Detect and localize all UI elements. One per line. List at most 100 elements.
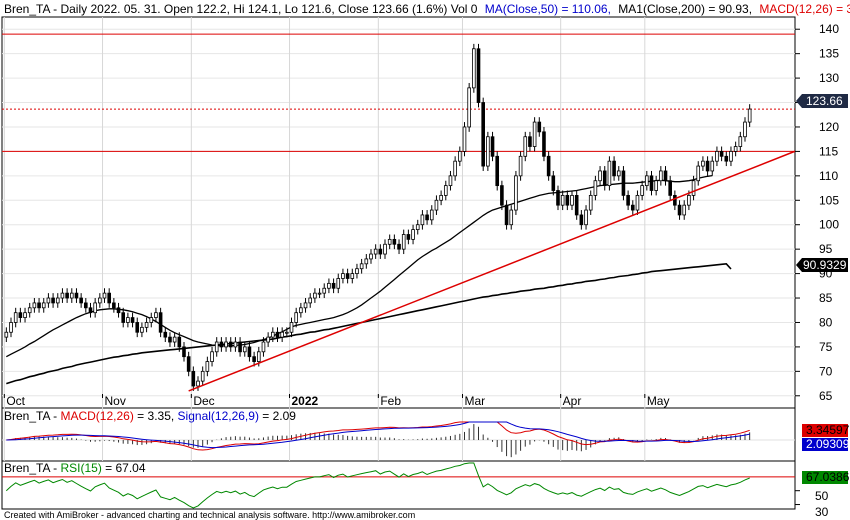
month-label-Apr: Apr	[563, 394, 582, 408]
candle-body-111	[523, 136, 528, 157]
candle-body-86	[406, 234, 411, 240]
price-tick-label-110: 110	[819, 169, 838, 183]
candle-body-79	[373, 248, 378, 255]
rsi-plot	[2, 462, 800, 509]
candle-body-44	[210, 351, 214, 362]
rsi-value: = 67.04	[105, 461, 146, 475]
candle-body-129	[607, 160, 612, 187]
candle-body-33	[158, 312, 163, 333]
header-ma200: MA1(Close,200) = 90.93,	[618, 2, 752, 16]
candle-body-108	[509, 209, 514, 226]
price-axis: 6570758085909510010511011512012513013514…	[795, 22, 839, 403]
candle-body-122	[574, 194, 579, 216]
macd-badge-text: 3.34597	[806, 423, 850, 437]
candle-body-35	[168, 336, 172, 343]
candle-body-144	[677, 204, 682, 216]
month-label-Oct: Oct	[6, 394, 25, 408]
candle-body-7	[37, 302, 41, 309]
candle-body-107	[504, 204, 509, 226]
candle-body-141	[663, 170, 668, 182]
candle-body-92	[434, 199, 439, 211]
candle-body-65	[308, 297, 313, 304]
candle-body-145	[682, 204, 687, 216]
candle-body-153	[719, 151, 724, 157]
candle-body-61	[289, 322, 294, 333]
rsi-line	[5, 462, 750, 509]
candle-body-76	[359, 263, 364, 270]
month-label-May: May	[647, 394, 670, 408]
price-tick-label-130: 130	[819, 71, 839, 85]
candle-body-139	[654, 180, 658, 191]
candle-body-104	[490, 136, 495, 157]
candle-body-39	[186, 356, 191, 372]
macd-title-prefix: Bren_TA -	[4, 409, 60, 423]
price-tick-label-105: 105	[819, 193, 839, 207]
candle-body-75	[355, 268, 359, 274]
candle-body-155	[729, 151, 733, 162]
candle-body-156	[733, 146, 738, 152]
candle-body-140	[659, 170, 663, 182]
candle-body-146	[687, 194, 691, 206]
candle-body-57	[271, 331, 275, 338]
candle-body-3	[18, 312, 23, 318]
rsi-badge-text: 67.0386	[806, 470, 850, 484]
candle-body-142	[668, 180, 672, 196]
candle-body-138	[649, 175, 654, 191]
header-macd: MACD(12,26) = 3.3	[759, 2, 850, 16]
candle-body-148	[696, 165, 701, 182]
candle-body-101	[476, 48, 481, 103]
candle-body-90	[425, 214, 429, 221]
candle-body-71	[336, 278, 341, 289]
candle-body-8	[41, 302, 46, 309]
candle-body-87	[411, 229, 415, 240]
trendline	[188, 150, 796, 392]
candle-body-46	[219, 341, 224, 348]
candle-body-127	[598, 170, 602, 182]
candle-body-42	[200, 370, 205, 382]
candle-body-67	[317, 292, 322, 295]
rsi-badge: 67.0386	[802, 470, 850, 484]
signal-badge: 2.09309	[802, 437, 850, 451]
month-gridlines	[3, 17, 646, 461]
rsi-tick-30: 30	[815, 505, 829, 519]
candle-body-20	[98, 297, 102, 304]
candle-body-2	[13, 312, 18, 323]
candle-body-151	[710, 160, 715, 172]
horizontal-levels	[2, 33, 795, 152]
candle-body-32	[154, 312, 158, 318]
candle-body-78	[369, 253, 373, 260]
candle-body-152	[715, 151, 719, 162]
candle-body-159	[747, 108, 752, 123]
candle-body-103	[486, 136, 490, 167]
price-tick-label-140: 140	[819, 22, 839, 36]
candle-body-59	[280, 331, 284, 338]
candle-body-73	[345, 273, 350, 279]
candle-body-89	[420, 214, 425, 226]
candle-body-117	[551, 175, 556, 191]
candle-body-131	[616, 170, 621, 177]
price-tick-label-95: 95	[819, 242, 833, 256]
candle-body-50	[238, 341, 242, 353]
candle-body-9	[46, 297, 51, 304]
candle-body-150	[705, 160, 710, 172]
candle-body-100	[472, 48, 476, 89]
candle-body-49	[233, 341, 238, 348]
candle-body-21	[102, 292, 107, 299]
candle-body-82	[387, 238, 392, 245]
candle-body-34	[163, 331, 168, 338]
signal-value: = 2.09	[262, 409, 296, 423]
macd-value: = 3.35,	[137, 409, 177, 423]
candle-body-40	[191, 370, 196, 387]
candle-body-134	[630, 204, 635, 211]
candle-body-72	[341, 273, 345, 279]
candle-body-12	[60, 292, 65, 299]
candle-body-88	[415, 224, 420, 231]
candle-body-58	[275, 331, 280, 338]
candle-body-96	[453, 160, 457, 177]
candle-body-102	[481, 102, 485, 167]
candle-body-13	[65, 292, 69, 299]
candle-body-91	[429, 209, 434, 221]
candlesticks	[4, 43, 752, 391]
candle-body-16	[79, 297, 83, 304]
candle-body-54	[256, 351, 261, 362]
